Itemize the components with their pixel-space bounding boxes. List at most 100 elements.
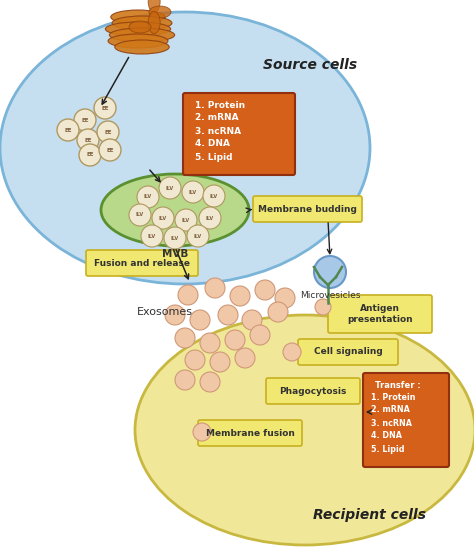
Circle shape bbox=[200, 333, 220, 353]
Text: EE: EE bbox=[106, 147, 114, 152]
Text: 3. ncRNA: 3. ncRNA bbox=[371, 419, 412, 427]
Ellipse shape bbox=[149, 6, 171, 18]
Ellipse shape bbox=[148, 12, 160, 33]
Circle shape bbox=[218, 305, 238, 325]
Text: 3. ncRNA: 3. ncRNA bbox=[195, 127, 241, 135]
Text: Cell signaling: Cell signaling bbox=[314, 347, 383, 357]
Ellipse shape bbox=[109, 28, 174, 42]
Text: ILV: ILV bbox=[206, 215, 214, 220]
Circle shape bbox=[97, 121, 119, 143]
Circle shape bbox=[205, 278, 225, 298]
Circle shape bbox=[268, 302, 288, 322]
Text: Phagocytosis: Phagocytosis bbox=[279, 386, 346, 396]
Circle shape bbox=[175, 209, 197, 231]
Text: EE: EE bbox=[101, 106, 109, 111]
Text: 5. Lipid: 5. Lipid bbox=[371, 444, 404, 454]
Text: 1. Protein: 1. Protein bbox=[371, 392, 416, 402]
Ellipse shape bbox=[101, 174, 249, 246]
Circle shape bbox=[74, 109, 96, 131]
Text: Fusion and release: Fusion and release bbox=[94, 259, 190, 267]
Ellipse shape bbox=[135, 315, 474, 545]
Circle shape bbox=[203, 185, 225, 207]
Circle shape bbox=[137, 186, 159, 208]
Ellipse shape bbox=[148, 0, 160, 13]
Circle shape bbox=[210, 352, 230, 372]
Text: 5. Lipid: 5. Lipid bbox=[195, 152, 233, 162]
Text: Membrane budding: Membrane budding bbox=[258, 204, 357, 214]
Text: ILV: ILV bbox=[210, 193, 218, 198]
Circle shape bbox=[77, 129, 99, 151]
Circle shape bbox=[182, 181, 204, 203]
Text: ILV: ILV bbox=[166, 186, 174, 191]
Circle shape bbox=[141, 225, 163, 247]
Text: Membrane fusion: Membrane fusion bbox=[206, 429, 294, 437]
Text: Microvesicles: Microvesicles bbox=[300, 292, 360, 300]
Circle shape bbox=[164, 227, 186, 249]
Text: Antigen
presentation: Antigen presentation bbox=[347, 304, 413, 324]
Circle shape bbox=[250, 325, 270, 345]
Text: Transfer :: Transfer : bbox=[375, 380, 421, 390]
Text: ILV: ILV bbox=[171, 236, 179, 241]
FancyBboxPatch shape bbox=[298, 339, 398, 365]
Circle shape bbox=[79, 144, 101, 166]
Circle shape bbox=[283, 343, 301, 361]
Circle shape bbox=[199, 207, 221, 229]
Circle shape bbox=[255, 280, 275, 300]
Text: Exosomes: Exosomes bbox=[137, 307, 193, 317]
Circle shape bbox=[230, 286, 250, 306]
Text: 4. DNA: 4. DNA bbox=[371, 431, 402, 441]
Circle shape bbox=[366, 389, 374, 397]
Circle shape bbox=[178, 285, 198, 305]
Text: EE: EE bbox=[84, 138, 92, 142]
Text: MVB: MVB bbox=[162, 249, 188, 259]
Circle shape bbox=[315, 299, 331, 315]
Text: ILV: ILV bbox=[189, 190, 197, 195]
Circle shape bbox=[165, 305, 185, 325]
FancyBboxPatch shape bbox=[183, 93, 295, 175]
FancyBboxPatch shape bbox=[266, 378, 360, 404]
Text: ILV: ILV bbox=[144, 195, 152, 199]
Circle shape bbox=[200, 372, 220, 392]
Circle shape bbox=[314, 256, 346, 288]
Text: Recipient cells: Recipient cells bbox=[313, 508, 427, 522]
Circle shape bbox=[99, 139, 121, 161]
Text: ILV: ILV bbox=[159, 215, 167, 220]
Text: ILV: ILV bbox=[148, 233, 156, 238]
Circle shape bbox=[175, 370, 195, 390]
Circle shape bbox=[381, 381, 389, 389]
Circle shape bbox=[152, 207, 174, 229]
Text: 2. mRNA: 2. mRNA bbox=[371, 406, 410, 414]
FancyBboxPatch shape bbox=[363, 373, 449, 467]
Text: EE: EE bbox=[86, 152, 94, 157]
Ellipse shape bbox=[108, 34, 168, 48]
FancyBboxPatch shape bbox=[86, 250, 198, 276]
Ellipse shape bbox=[129, 21, 151, 33]
Text: Source cells: Source cells bbox=[263, 58, 357, 72]
Ellipse shape bbox=[112, 16, 172, 30]
Text: EE: EE bbox=[81, 117, 89, 123]
Text: 1. Protein: 1. Protein bbox=[195, 100, 245, 110]
Circle shape bbox=[242, 310, 262, 330]
Text: EE: EE bbox=[104, 129, 112, 134]
Text: ILV: ILV bbox=[136, 213, 144, 218]
Ellipse shape bbox=[115, 40, 169, 54]
Circle shape bbox=[129, 204, 151, 226]
Circle shape bbox=[185, 350, 205, 370]
Circle shape bbox=[190, 310, 210, 330]
Circle shape bbox=[275, 288, 295, 308]
Circle shape bbox=[235, 348, 255, 368]
Circle shape bbox=[187, 225, 209, 247]
FancyBboxPatch shape bbox=[198, 420, 302, 446]
Text: EE: EE bbox=[64, 128, 72, 133]
FancyBboxPatch shape bbox=[328, 295, 432, 333]
Ellipse shape bbox=[105, 22, 171, 36]
Text: ILV: ILV bbox=[182, 218, 190, 222]
Ellipse shape bbox=[111, 10, 165, 24]
Circle shape bbox=[193, 423, 211, 441]
Circle shape bbox=[393, 392, 401, 400]
Circle shape bbox=[225, 330, 245, 350]
Circle shape bbox=[386, 408, 394, 416]
Text: 4. DNA: 4. DNA bbox=[195, 140, 230, 149]
Text: ILV: ILV bbox=[194, 233, 202, 238]
Circle shape bbox=[159, 177, 181, 199]
